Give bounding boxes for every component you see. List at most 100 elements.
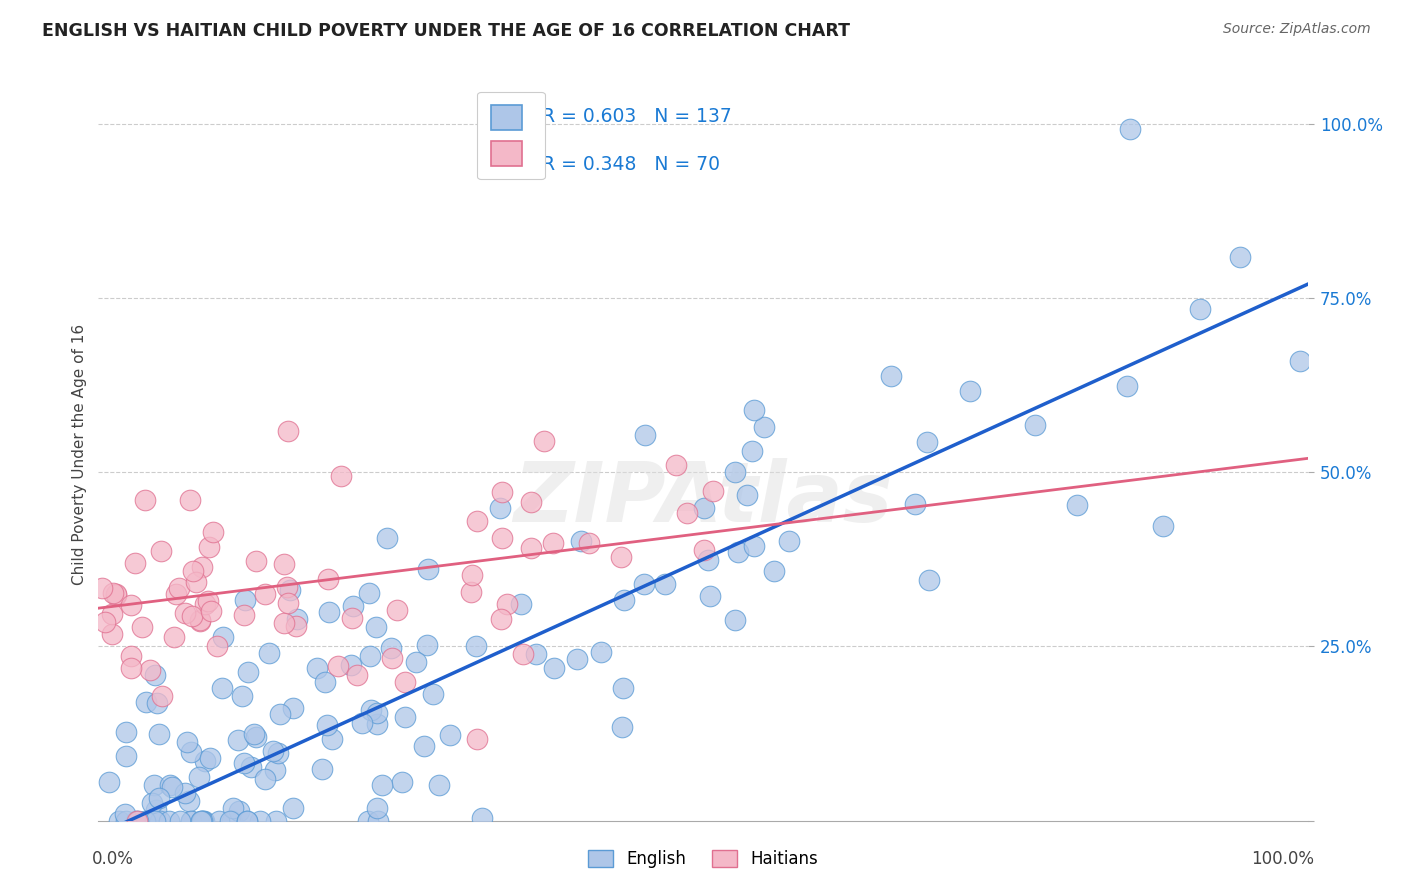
Point bbox=[165, 586, 187, 600]
Point bbox=[366, 717, 388, 731]
Point bbox=[125, 814, 148, 828]
Point bbox=[591, 645, 613, 659]
Point bbox=[207, 640, 229, 654]
Point bbox=[191, 814, 214, 828]
Point bbox=[159, 778, 181, 792]
Point bbox=[179, 492, 201, 507]
Point bbox=[125, 814, 148, 828]
Text: ZIPAtlas: ZIPAtlas bbox=[513, 458, 893, 540]
Point bbox=[394, 710, 416, 724]
Point bbox=[277, 596, 299, 610]
Point bbox=[115, 814, 138, 828]
Point bbox=[488, 501, 510, 516]
Point bbox=[135, 695, 157, 709]
Point bbox=[1119, 122, 1142, 136]
Point bbox=[245, 730, 267, 744]
Point bbox=[236, 814, 259, 828]
Point bbox=[371, 778, 394, 792]
Point bbox=[148, 727, 170, 741]
Point bbox=[633, 576, 655, 591]
Point bbox=[416, 562, 439, 576]
Point bbox=[381, 651, 404, 665]
Point bbox=[169, 814, 191, 828]
Point bbox=[184, 575, 207, 590]
Point bbox=[183, 564, 205, 578]
Point bbox=[91, 581, 114, 595]
Point bbox=[495, 597, 517, 611]
Point bbox=[264, 814, 287, 828]
Point bbox=[364, 620, 387, 634]
Point bbox=[233, 593, 256, 607]
Point bbox=[285, 612, 308, 626]
Point bbox=[1024, 418, 1046, 433]
Point bbox=[328, 659, 350, 673]
Point bbox=[311, 762, 333, 776]
Text: R = 0.348   N = 70: R = 0.348 N = 70 bbox=[543, 155, 720, 174]
Point bbox=[762, 564, 785, 578]
Point bbox=[283, 801, 305, 815]
Point bbox=[193, 814, 215, 828]
Point bbox=[150, 689, 173, 703]
Point bbox=[702, 483, 724, 498]
Point bbox=[278, 582, 301, 597]
Point bbox=[904, 496, 927, 510]
Point bbox=[188, 613, 211, 627]
Point bbox=[267, 746, 290, 760]
Point bbox=[221, 814, 243, 828]
Legend: , : , bbox=[477, 92, 546, 179]
Point bbox=[114, 724, 136, 739]
Point bbox=[316, 573, 339, 587]
Point bbox=[163, 630, 186, 644]
Point bbox=[276, 580, 298, 594]
Point bbox=[491, 531, 513, 545]
Point bbox=[148, 790, 170, 805]
Point bbox=[120, 648, 142, 663]
Point bbox=[465, 732, 488, 747]
Point bbox=[174, 606, 197, 620]
Text: R = 0.603   N = 137: R = 0.603 N = 137 bbox=[543, 108, 733, 127]
Point bbox=[120, 661, 142, 675]
Point bbox=[366, 801, 388, 815]
Point bbox=[131, 619, 153, 633]
Point bbox=[918, 573, 941, 587]
Point bbox=[104, 587, 127, 601]
Point bbox=[198, 540, 221, 554]
Point bbox=[439, 728, 461, 742]
Point bbox=[231, 689, 253, 703]
Point bbox=[520, 495, 543, 509]
Point bbox=[105, 588, 128, 602]
Point bbox=[569, 533, 592, 548]
Point bbox=[134, 814, 156, 828]
Point bbox=[339, 658, 361, 673]
Point bbox=[915, 434, 938, 449]
Point bbox=[259, 646, 281, 660]
Point bbox=[108, 814, 131, 828]
Point bbox=[284, 619, 307, 633]
Point bbox=[471, 811, 494, 825]
Point bbox=[194, 755, 217, 769]
Point bbox=[665, 458, 688, 472]
Point bbox=[191, 814, 214, 828]
Point bbox=[610, 720, 633, 734]
Point bbox=[180, 746, 202, 760]
Point bbox=[697, 552, 720, 566]
Point bbox=[157, 814, 180, 828]
Point bbox=[188, 614, 211, 628]
Point bbox=[742, 403, 765, 417]
Point bbox=[176, 735, 198, 749]
Point bbox=[181, 608, 204, 623]
Point bbox=[385, 602, 408, 616]
Point bbox=[149, 814, 172, 828]
Point bbox=[202, 524, 225, 539]
Point bbox=[134, 492, 156, 507]
Point bbox=[491, 484, 513, 499]
Point bbox=[613, 592, 636, 607]
Point bbox=[98, 775, 121, 789]
Point bbox=[524, 648, 547, 662]
Point bbox=[578, 535, 600, 549]
Point bbox=[391, 775, 413, 789]
Point bbox=[1152, 519, 1174, 533]
Point bbox=[676, 506, 699, 520]
Point bbox=[340, 611, 363, 625]
Point bbox=[1115, 378, 1137, 392]
